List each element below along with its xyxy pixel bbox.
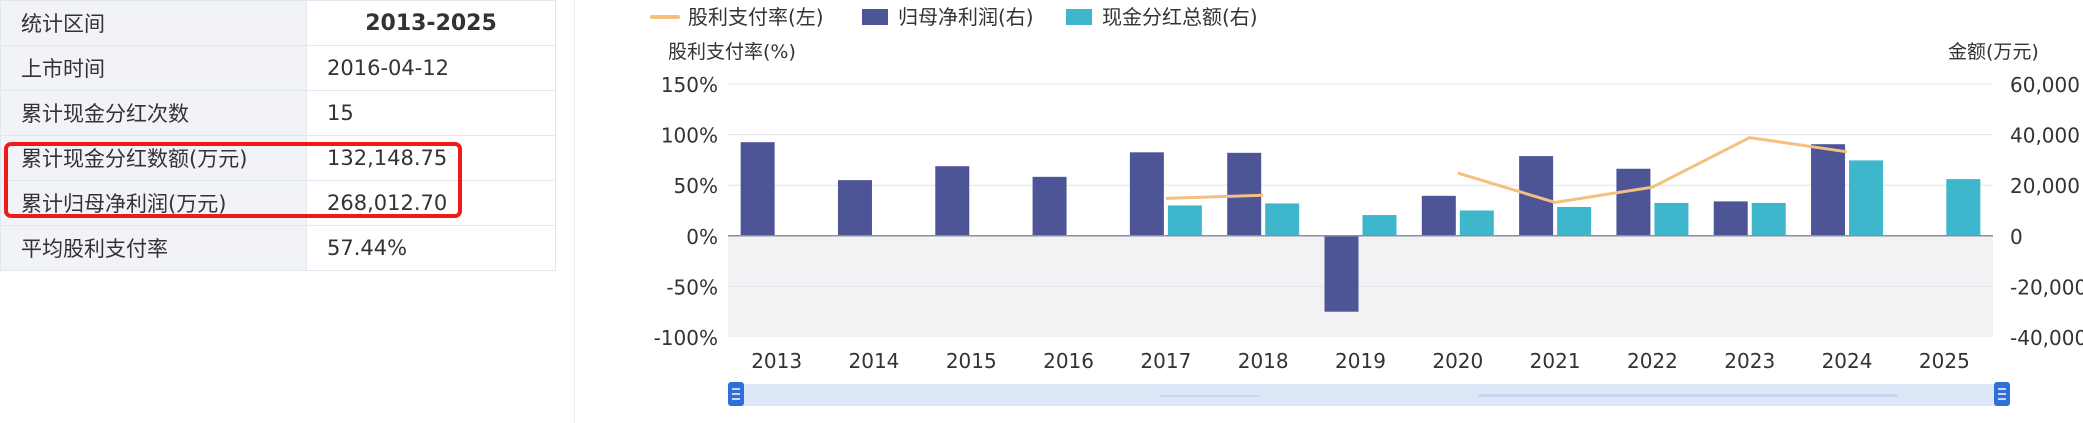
bar-net-profit xyxy=(1032,176,1067,236)
panel-divider xyxy=(574,0,575,423)
row-value: 57.44% xyxy=(306,225,556,271)
bar-cash-dividend xyxy=(1265,203,1300,236)
zoom-slider-track xyxy=(734,384,1999,406)
right-tick-label: 0 xyxy=(2010,225,2023,249)
bar-cash-dividend xyxy=(1946,179,1981,236)
left-tick-label: -100% xyxy=(654,326,718,350)
x-tick-label: 2016 xyxy=(1043,349,1094,373)
bar-cash-dividend xyxy=(1362,215,1397,236)
row-value: 268,012.70 xyxy=(306,180,556,226)
bar-net-profit xyxy=(1616,168,1651,236)
x-tick-label: 2020 xyxy=(1432,349,1483,373)
x-tick-label: 2018 xyxy=(1238,349,1289,373)
bar-net-profit xyxy=(837,180,872,236)
legend-bar-swatch xyxy=(1066,9,1092,25)
bar-net-profit xyxy=(740,142,775,236)
legend-label: 现金分红总额(右) xyxy=(1102,5,1258,29)
bar-cash-dividend xyxy=(1654,202,1689,236)
bar-cash-dividend xyxy=(1557,206,1592,236)
right-tick-label: 20,000 xyxy=(2010,174,2080,198)
x-tick-label: 2017 xyxy=(1140,349,1191,373)
bar-cash-dividend xyxy=(1751,202,1786,236)
highlight-box xyxy=(4,142,462,218)
bar-net-profit xyxy=(1811,144,1846,236)
legend-label: 归母净利润(右) xyxy=(898,5,1034,29)
right-tick-label: -20,000 xyxy=(2010,275,2083,299)
bar-cash-dividend xyxy=(1167,205,1202,236)
left-tick-label: -50% xyxy=(666,275,718,299)
dividend-stats-table: 统计区间 2013-2025 上市时间 2016-04-12 累计现金分红次数 15 累计现… xyxy=(0,0,556,271)
legend-label: 股利支付率(左) xyxy=(688,5,824,29)
row-label: 累计现金分红次数 xyxy=(0,90,307,136)
x-tick-label: 2015 xyxy=(946,349,997,373)
bar-cash-dividend xyxy=(1849,160,1884,236)
x-tick-label: 2022 xyxy=(1627,349,1678,373)
table-row: 累计归母净利润(万元) 268,012.70 xyxy=(0,180,556,226)
left-axis-title: 股利支付率(%) xyxy=(668,41,796,63)
left-tick-label: 50% xyxy=(674,174,718,198)
bar-net-profit xyxy=(1421,195,1456,236)
x-tick-label: 2023 xyxy=(1724,349,1775,373)
table-row: 统计区间 2013-2025 xyxy=(0,0,556,46)
legend-bar-swatch xyxy=(862,9,888,25)
bar-cash-dividend xyxy=(1459,210,1494,236)
row-label: 平均股利支付率 xyxy=(0,225,307,271)
left-tick-label: 0% xyxy=(686,225,718,249)
x-tick-label: 2024 xyxy=(1822,349,1873,373)
row-value: 15 xyxy=(306,90,556,136)
row-label: 统计区间 xyxy=(0,0,307,46)
left-tick-label: 150% xyxy=(661,73,718,97)
right-axis-title: 金额(万元) xyxy=(1948,41,2039,63)
bar-net-profit xyxy=(1713,201,1748,236)
bar-net-profit xyxy=(935,166,970,236)
x-tick-label: 2025 xyxy=(1919,349,1970,373)
x-tick-label: 2014 xyxy=(849,349,900,373)
bar-net-profit xyxy=(1324,235,1359,312)
left-tick-label: 100% xyxy=(661,124,718,148)
row-value: 2013-2025 xyxy=(306,0,556,46)
x-tick-label: 2013 xyxy=(751,349,802,373)
right-tick-label: -40,000 xyxy=(2010,326,2083,350)
table-row: 平均股利支付率 57.44% xyxy=(0,225,556,271)
row-value: 2016-04-12 xyxy=(306,45,556,91)
right-tick-label: 60,000 xyxy=(2010,73,2080,97)
zoom-slider-mini-trend xyxy=(1160,395,1260,397)
bar-net-profit xyxy=(1129,152,1164,236)
x-tick-label: 2019 xyxy=(1335,349,1386,373)
zoom-slider-mini-trend xyxy=(1478,394,1898,397)
right-tick-label: 40,000 xyxy=(2010,124,2080,148)
table-row: 累计现金分红次数 15 xyxy=(0,90,556,136)
x-tick-label: 2021 xyxy=(1530,349,1581,373)
row-label: 累计归母净利润(万元) xyxy=(0,180,307,226)
payout-ratio-line xyxy=(1165,136,1848,204)
